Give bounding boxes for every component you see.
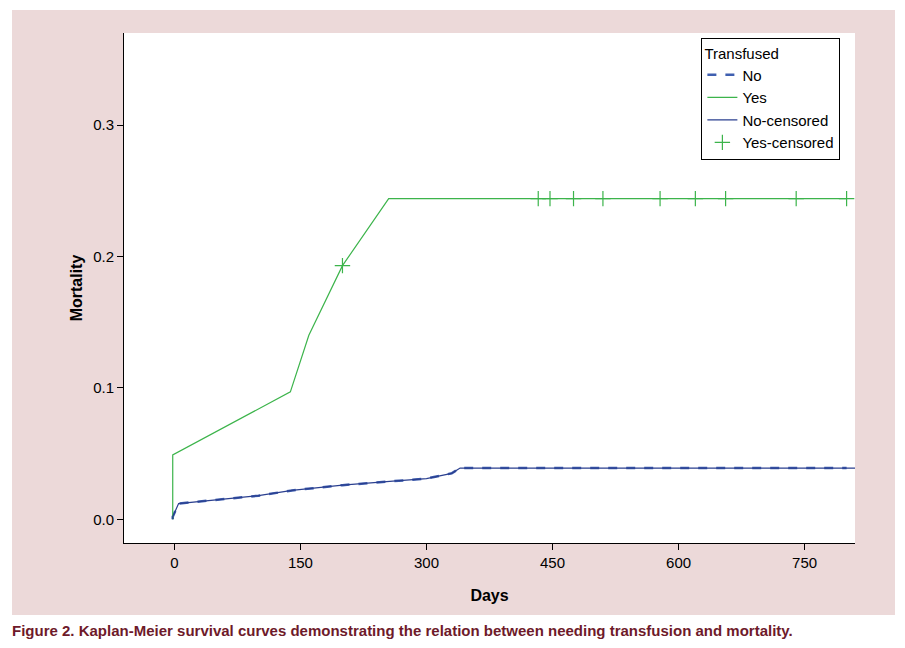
svg-text:0.0: 0.0 <box>93 511 114 528</box>
svg-text:Yes-censored: Yes-censored <box>742 134 833 151</box>
svg-text:0.2: 0.2 <box>93 248 114 265</box>
svg-text:600: 600 <box>666 554 691 571</box>
svg-text:Days: Days <box>470 587 508 604</box>
svg-text:No: No <box>742 67 761 84</box>
svg-text:Mortality: Mortality <box>68 255 85 322</box>
svg-text:0.1: 0.1 <box>93 379 114 396</box>
svg-text:300: 300 <box>414 554 439 571</box>
svg-text:Yes: Yes <box>742 89 766 106</box>
svg-text:Transfused: Transfused <box>704 45 778 62</box>
svg-text:450: 450 <box>540 554 565 571</box>
svg-text:750: 750 <box>792 554 817 571</box>
svg-text:0.3: 0.3 <box>93 116 114 133</box>
html-text:Figure 2. Kaplan-Meier surviva: Figure 2. Kaplan-Meier survival curves d… <box>12 622 793 639</box>
svg-text:0: 0 <box>170 554 178 571</box>
svg-text:150: 150 <box>288 554 313 571</box>
svg-text:No-censored: No-censored <box>742 112 828 129</box>
